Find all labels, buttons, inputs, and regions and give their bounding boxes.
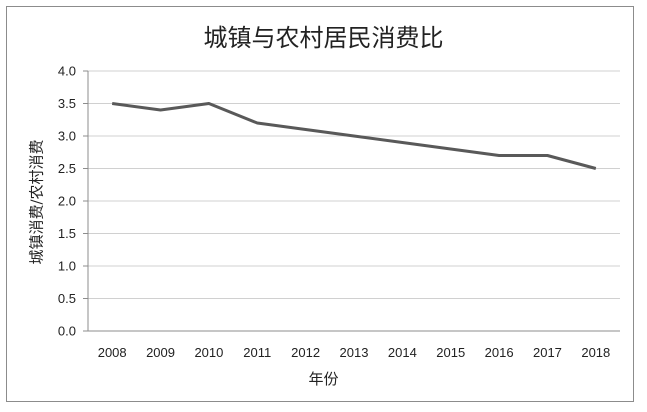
axes xyxy=(87,71,620,332)
x-tick-label: 2013 xyxy=(340,345,369,360)
x-axis-label: 年份 xyxy=(308,370,339,388)
x-tick-label: 2015 xyxy=(436,345,465,360)
x-tick-label: 2008 xyxy=(98,345,127,360)
y-tick-label: 0.5 xyxy=(58,291,76,306)
x-tick-label: 2010 xyxy=(194,345,223,360)
x-tick-label: 2014 xyxy=(388,345,417,360)
y-tick-label: 3.5 xyxy=(58,96,76,111)
chart-title: 城镇与农村居民消费比 xyxy=(203,24,444,52)
y-tick-label: 1.5 xyxy=(58,226,76,241)
chart-frame xyxy=(6,6,634,402)
y-tick-label: 2.5 xyxy=(58,161,76,176)
grid-lines xyxy=(83,70,620,332)
x-tick-labels: 2008 2009 2010 2011 2012 2013 2014 2015 2016 2017… xyxy=(98,345,611,360)
y-tick-labels: 0.0 0.5 1.0 1.5 2.0 2.5 3.0 3.5 4.0 xyxy=(58,64,76,339)
x-tick-label: 2018 xyxy=(581,345,610,360)
x-tick-label: 2016 xyxy=(485,345,514,360)
y-tick-label: 3.0 xyxy=(58,129,76,144)
x-tick-label: 2012 xyxy=(291,345,320,360)
y-tick-label: 0.0 xyxy=(58,324,76,339)
x-tick-label: 2009 xyxy=(146,345,175,360)
series xyxy=(111,102,597,170)
x-tick-label: 2011 xyxy=(243,345,271,360)
y-tick-label: 1.0 xyxy=(58,259,76,274)
x-tick-label: 2017 xyxy=(533,345,562,360)
y-tick-label: 2.0 xyxy=(58,194,76,209)
y-tick-label: 4.0 xyxy=(58,64,76,79)
